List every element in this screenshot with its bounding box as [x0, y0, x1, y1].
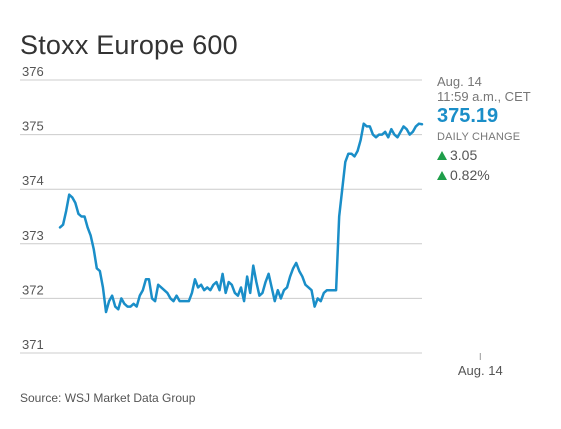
quote-panel: Aug. 14 11:59 a.m., CET 375.19 DAILY CHA… [437, 74, 531, 185]
source-note: Source: WSJ Market Data Group [20, 391, 196, 405]
x-tick-label: Aug. 14 [458, 363, 503, 378]
y-tick-label: 372 [22, 282, 44, 297]
change-percent-row: 0.82% [437, 165, 531, 185]
daily-change-label: DAILY CHANGE [437, 131, 521, 143]
y-tick-label: 375 [22, 119, 44, 134]
change-percent: 0.82% [450, 167, 490, 183]
chart-title: Stoxx Europe 600 [20, 30, 238, 60]
y-axis-ticks: 371 372 373 374 375 376 [22, 64, 44, 352]
quote-time: 11:59 a.m., CET [437, 89, 531, 104]
series-layer [58, 122, 424, 314]
quote-date: Aug. 14 [437, 74, 482, 89]
up-arrow-icon [437, 151, 447, 160]
up-arrow-icon [437, 171, 447, 180]
y-tick-label: 376 [22, 64, 44, 79]
y-tick-label: 374 [22, 173, 44, 188]
change-points-row: 3.05 [437, 145, 531, 165]
series-line [58, 122, 424, 314]
y-tick-label: 373 [22, 228, 44, 243]
change-points: 3.05 [450, 147, 478, 163]
x-axis: Aug. 14 [458, 353, 503, 378]
quote-price: 375.19 [437, 105, 499, 127]
gridlines [20, 79, 422, 354]
y-tick-label: 371 [22, 337, 44, 352]
